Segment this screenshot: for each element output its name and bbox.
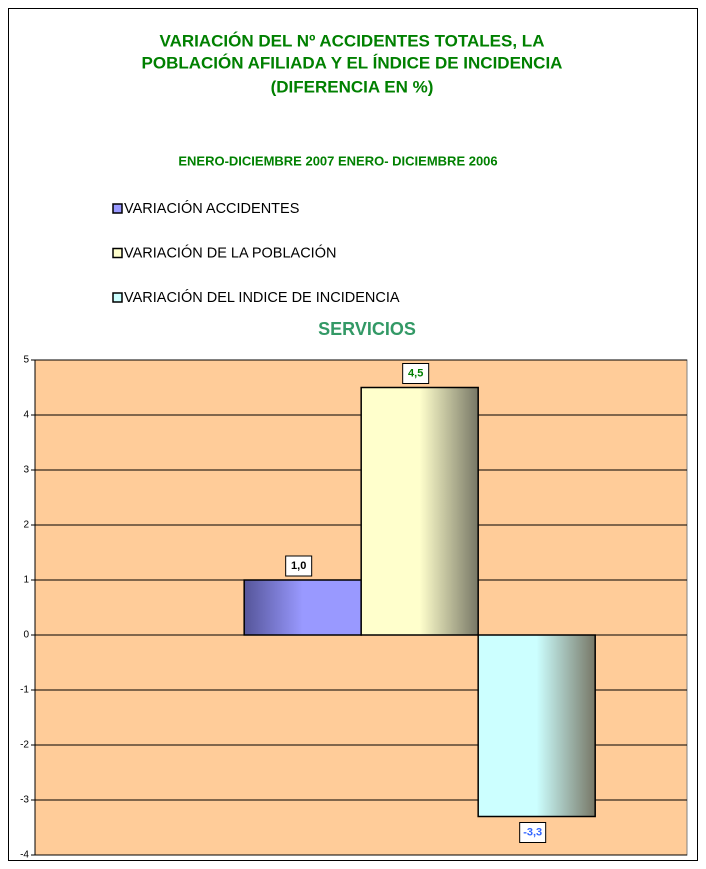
y-tick-label: 3 (23, 465, 29, 476)
chart-title: VARIACIÓN DEL Nº ACCIDENTES TOTALES, LA (160, 31, 545, 50)
y-tick-label: -2 (20, 740, 29, 751)
subtitle: ENERO-DICIEMBRE 2007 ENERO- DICIEMBRE 20… (178, 153, 497, 168)
value-label-box (519, 822, 547, 843)
value-label: 4,5 (408, 367, 423, 379)
legend-swatch (112, 247, 123, 259)
legend-label: VARIACIÓN DE LA POBLACIÓN (124, 244, 336, 261)
chart-frame (8, 8, 698, 861)
chart-title: POBLACIÓN AFILIADA Y EL ÍNDICE DE INCIDE… (142, 53, 563, 72)
y-tick-label: 0 (23, 630, 29, 641)
bar (477, 634, 596, 818)
bar (360, 386, 479, 636)
legend-swatch (112, 292, 123, 303)
y-tick-label: -4 (20, 850, 29, 861)
value-label: 1,0 (291, 560, 306, 572)
legend-swatch (112, 203, 123, 214)
y-tick-label: -3 (20, 795, 29, 806)
value-label-box (285, 555, 313, 577)
plot-title: SERVICIOS (318, 319, 416, 339)
y-tick-label: 4 (23, 410, 29, 421)
y-tick-label: 1 (23, 575, 29, 586)
chart-title: (DIFERENCIA EN %) (271, 77, 434, 96)
legend-label: VARIACIÓN ACCIDENTES (124, 200, 299, 217)
bar (243, 579, 362, 636)
y-tick-label: 2 (23, 520, 29, 531)
y-tick-label: -1 (20, 685, 29, 696)
value-label: -3,3 (523, 826, 542, 838)
legend-label: VARIACIÓN DEL INDICE DE INCIDENCIA (124, 289, 400, 306)
y-tick-label: 5 (23, 355, 29, 366)
value-label-box (402, 363, 430, 384)
